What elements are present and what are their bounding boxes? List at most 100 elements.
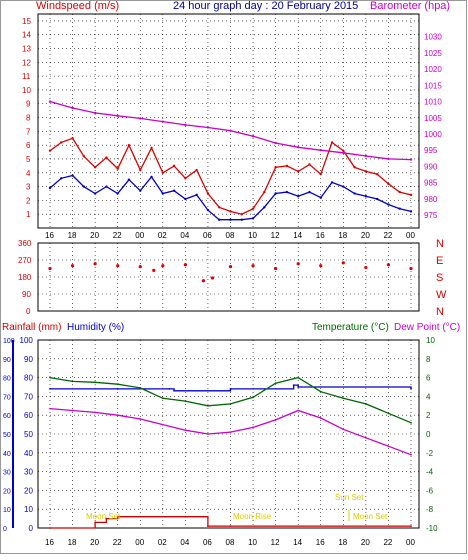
wind-series-0-point-12 <box>184 177 187 180</box>
wind-tick-5: 5 <box>26 155 31 164</box>
wind-series-2-point-13 <box>342 151 345 154</box>
climate-series-1-point-6 <box>184 400 187 402</box>
wind-series-2-point-4 <box>139 117 142 120</box>
climate-series-2-point-7 <box>207 433 209 435</box>
rain-tick-50: 50 <box>3 432 11 439</box>
wind-series-0-point-9 <box>150 146 153 150</box>
humidity-tick-80: 80 <box>24 374 33 383</box>
climate-time-tick-12: 16 <box>316 538 325 547</box>
baro-tick-975: 975 <box>424 211 438 220</box>
wind-series-0-point-29 <box>375 172 379 176</box>
climate-series-2-point-0 <box>49 407 51 410</box>
wind-tick-4: 4 <box>26 169 31 178</box>
dir-point-9 <box>210 276 215 280</box>
wind-series-0-point-26 <box>342 149 345 152</box>
wind-tick-7: 7 <box>26 127 31 136</box>
direction-grid <box>38 242 419 312</box>
wind-series-0-point-23 <box>308 163 311 166</box>
climate-series-3-point-4 <box>184 515 187 518</box>
temperature-title: Temperature (°C) <box>312 322 389 333</box>
climate-series-1-point-14 <box>364 403 367 405</box>
dir-point-18 <box>409 266 413 271</box>
wind-series-2-point-11 <box>296 146 300 149</box>
climate-series-1-point-4 <box>139 387 142 389</box>
rain-tick-10: 10 <box>3 507 11 514</box>
wind-time-tick-10: 12 <box>271 231 280 240</box>
climate-series-2-point-15 <box>387 445 390 448</box>
wind-series-2-point-8 <box>229 129 232 132</box>
wind-series-0-point-14 <box>206 192 210 195</box>
wind-time-tick-9: 10 <box>248 231 257 240</box>
baro-tick-1030: 1030 <box>424 33 442 42</box>
dir-point-10 <box>228 265 233 269</box>
climate-series-2-point-6 <box>184 429 187 432</box>
wind-series-0-point-30 <box>387 182 390 186</box>
baro-tick-1005: 1005 <box>424 114 442 123</box>
climate-series-0-point-0 <box>49 387 51 390</box>
wind-series-2-point-14 <box>364 154 368 158</box>
wind-series-0-point-6 <box>116 167 119 170</box>
climate-time-axis: 16 18 20 22 00 02 04 06 08 10 12 14 16 18 20 22 00 <box>45 538 415 547</box>
rain-tick-70: 70 <box>3 394 11 401</box>
climate-series-0-point-7 <box>410 387 412 390</box>
climate-series-1-point-12 <box>319 390 322 393</box>
humidity-tick-20: 20 <box>24 486 33 495</box>
wind-time-tick-4: 00 <box>135 231 144 240</box>
wind-series-0-point-13 <box>195 168 198 172</box>
climate-time-tick-1: 18 <box>68 538 77 547</box>
wind-series-1-point-10 <box>161 192 165 195</box>
dir-tick-90: 90 <box>22 290 31 299</box>
wind-tick-1: 1 <box>26 210 31 219</box>
climate-series-2-point-11 <box>297 409 300 412</box>
wind-series-2-point-16 <box>409 158 413 161</box>
compass-label-4: N <box>436 238 444 250</box>
wind-time-tick-16: 00 <box>406 231 415 240</box>
wind-series-0-point-8 <box>139 168 142 172</box>
climate-series-1-point-0 <box>49 376 51 379</box>
wind-series-1-point-19 <box>263 206 266 209</box>
wind-series-0-point-21 <box>285 164 289 168</box>
climate-series-3-point-8 <box>410 525 412 528</box>
climate-series-2-point-3 <box>116 414 119 417</box>
climate-series-0-point-3 <box>173 389 175 392</box>
wind-time-axis: 16 18 20 22 00 02 04 06 08 10 12 14 16 18 20 22 00 <box>45 231 415 240</box>
humidity-tick-0: 0 <box>29 524 34 533</box>
wind-series-1-point-20 <box>274 192 277 195</box>
wind-series-1-point-12 <box>184 197 187 201</box>
baro-tick-1015: 1015 <box>424 81 442 90</box>
wind-series-1-point-30 <box>387 203 390 206</box>
compass-label-1: W <box>436 289 447 301</box>
temp-tick-8: 8 <box>426 355 431 364</box>
climate-series-2-point-5 <box>161 423 164 426</box>
wind-series-1-point-3 <box>82 185 86 188</box>
temp-tick--8: -8 <box>426 505 434 514</box>
climate-series-0-point-1 <box>116 387 119 390</box>
wind-series-2-point-3 <box>116 114 119 118</box>
climate-series-2-point-1 <box>71 409 74 412</box>
dir-point-1 <box>70 264 75 268</box>
temp-tick--2: -2 <box>426 449 434 458</box>
climate-series-2-point-10 <box>274 419 277 421</box>
climate-series-1-point-10 <box>274 382 277 385</box>
wind-series-2-point-5 <box>161 120 165 123</box>
wind-series-1-point-11 <box>172 189 176 192</box>
climate-series-1-point-5 <box>161 397 164 400</box>
dir-point-5 <box>152 268 156 272</box>
wind-series-0-point-17 <box>240 212 243 216</box>
climate-series-0-point-5 <box>292 384 295 387</box>
wind-series-0-point-22 <box>296 170 300 173</box>
rain-tick-90: 90 <box>3 357 11 364</box>
climate-series-1-point-1 <box>71 380 74 383</box>
wind-time-tick-11: 14 <box>293 231 302 240</box>
wind-series-1-point-15 <box>218 218 221 221</box>
wind-time-tick-6: 04 <box>180 231 189 240</box>
wind-series-0-point-32 <box>409 193 413 197</box>
wind-series-0-point-16 <box>229 210 232 213</box>
wind-series-0-point-25 <box>330 141 334 144</box>
climate-series-1-point-3 <box>116 383 119 386</box>
graph-title: 24 hour graph day : 20 February 2015 <box>173 0 358 12</box>
rain-tick-0: 0 <box>3 526 7 533</box>
sun-set-label: Sun Set <box>335 493 364 502</box>
climate-series-2-point-13 <box>342 428 345 431</box>
climate-series-2-point-9 <box>252 426 254 429</box>
